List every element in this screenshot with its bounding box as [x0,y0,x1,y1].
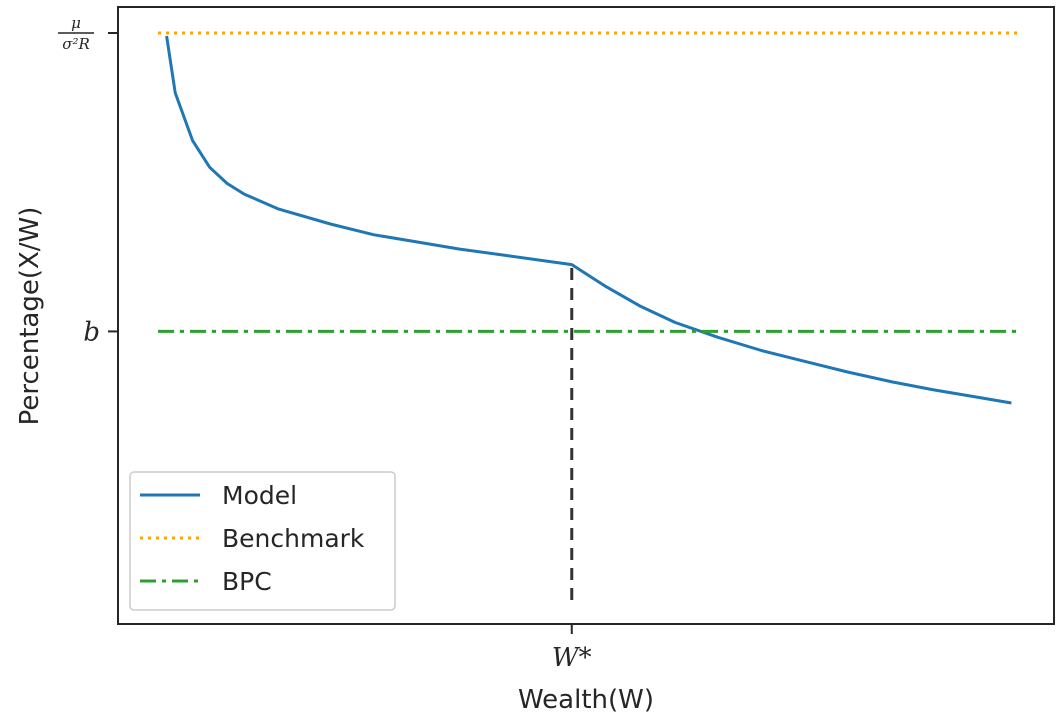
y-axis-label: Percentage(X/W) [15,207,45,426]
fraction-numerator: μ [71,14,81,32]
ticks: b μ σ²R W* [58,14,592,673]
legend-label-bpc: BPC [222,567,272,596]
series-model-line [165,35,1012,405]
legend-label-model: Model [222,481,297,510]
y-tick-label-fraction: μ σ²R [58,14,94,53]
plot-lines [158,31,1020,600]
x-tick-label: W* [552,643,592,673]
axes-frame [117,6,1055,625]
fraction-denominator: σ²R [62,35,90,53]
legend: Model Benchmark BPC [129,471,396,611]
legend-label-benchmark: Benchmark [222,524,365,553]
y-tick-label: b [83,317,100,347]
x-axis-label: Wealth(W) [518,685,654,715]
legend-box [129,471,396,611]
